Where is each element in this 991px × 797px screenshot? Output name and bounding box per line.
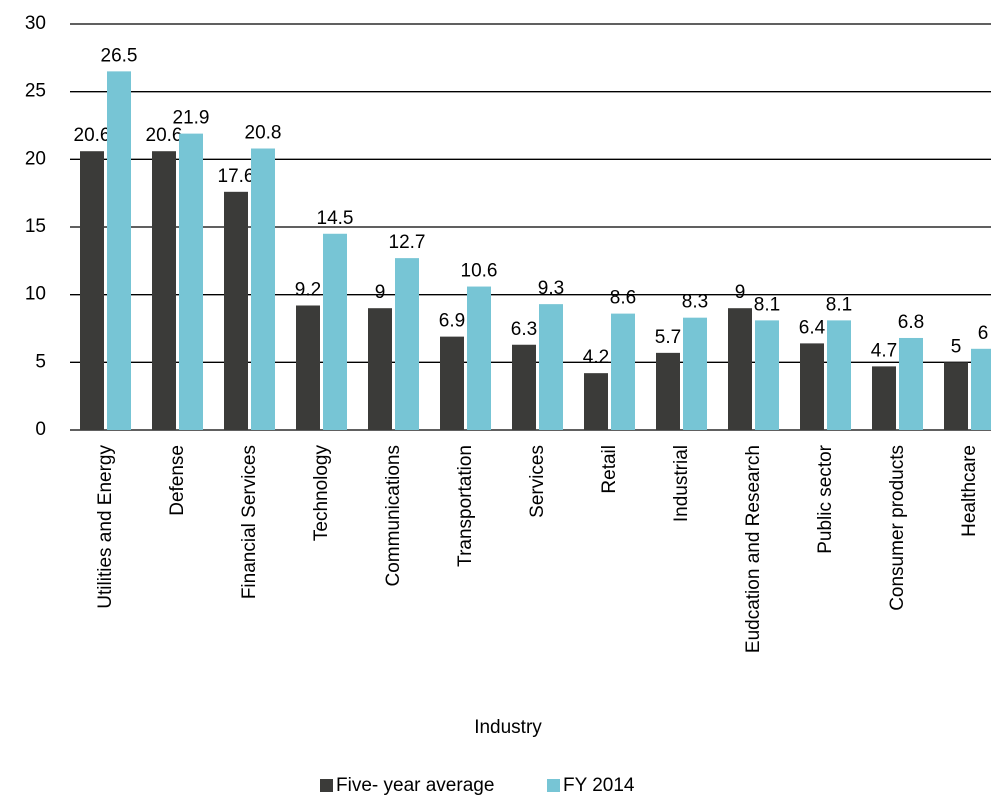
bar [872,366,896,430]
x-tick-label: Healthcare [959,445,980,537]
data-label: 6.9 [439,311,465,332]
bar [251,148,275,431]
y-tick-label: 15 [25,216,46,237]
data-label: 5.7 [655,327,681,348]
data-label: 5 [951,336,962,357]
data-label: 9.3 [538,278,564,299]
data-label: 21.9 [173,108,210,129]
bar [512,344,536,430]
bar [539,304,563,430]
x-axis-title: Industry [474,717,542,738]
data-label: 10.6 [461,261,498,282]
data-label: 20.6 [74,125,111,146]
bar [899,337,923,430]
legend-label: FY 2014 [563,775,635,796]
data-label: 17.6 [218,166,255,187]
data-label: 6.8 [898,312,924,333]
y-tick-label: 5 [35,351,46,372]
data-label: 20.8 [245,123,282,144]
x-tick-label: Eudcation and Research [743,445,764,653]
bar [179,133,203,430]
bar [107,71,131,430]
data-label: 6 [978,323,989,344]
x-tick-label: Transportation [455,445,476,567]
bar [368,308,392,430]
x-tick-label: Communications [383,445,404,587]
data-label: 8.3 [682,292,708,313]
data-label: 8.6 [610,288,636,309]
bar [800,343,824,430]
y-tick-label: 30 [25,13,46,34]
x-tick-label: Defense [167,445,188,516]
legend-label: Five- year average [336,775,494,796]
bar [944,362,968,430]
x-tick-label: Technology [311,445,332,542]
data-label: 9 [375,282,386,303]
bar [827,320,851,430]
y-tick-label: 10 [25,284,46,305]
x-tick-label: Utilities and Energy [95,445,116,609]
data-label: 4.2 [583,347,609,368]
bar [728,308,752,430]
bar [224,191,248,430]
data-label: 6.3 [511,319,537,340]
bar [323,233,347,430]
data-label: 9.2 [295,280,321,301]
bar [296,305,320,430]
bar [584,373,608,430]
x-tick-label: Public sector [815,444,836,553]
bar [755,320,779,430]
bar [971,348,991,430]
y-tick-label: 20 [25,148,46,169]
bar [683,317,707,430]
bar [611,313,635,430]
bar [440,336,464,430]
legend-swatch [547,779,560,792]
bar [467,286,491,430]
bar [152,151,176,431]
y-tick-label: 0 [35,419,46,440]
data-label: 9 [735,282,746,303]
data-label: 4.7 [871,340,897,361]
data-label: 20.6 [146,125,183,146]
bar [395,258,419,430]
data-label: 6.4 [799,317,826,338]
data-label: 8.1 [754,294,780,315]
bar [80,151,104,431]
data-label: 26.5 [101,45,138,66]
data-label: 14.5 [317,208,354,229]
x-tick-label: Services [527,445,548,518]
data-label: 8.1 [826,294,852,315]
data-label: 12.7 [389,232,426,253]
bar [656,352,680,430]
x-tick-label: Retail [599,445,620,494]
y-tick-label: 25 [25,81,46,102]
legend-swatch [320,779,333,792]
x-tick-label: Industrial [671,445,692,522]
x-tick-label: Consumer products [887,445,908,611]
x-tick-label: Financial Services [239,445,260,599]
